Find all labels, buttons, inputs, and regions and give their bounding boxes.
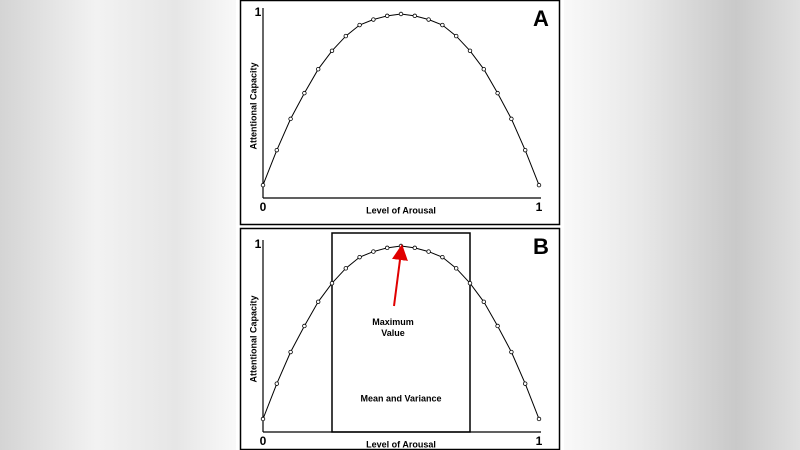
point [398, 243, 404, 249]
point [467, 281, 473, 286]
y-tick-label: 1 [255, 5, 262, 19]
x-tick-label: 0 [260, 434, 267, 448]
point [302, 323, 307, 329]
point [343, 33, 348, 39]
point [440, 254, 445, 260]
point [509, 116, 514, 122]
point [426, 249, 431, 254]
annotation-arrow [392, 244, 408, 307]
y-axis-label: Attentional Capacity [248, 62, 258, 149]
point [481, 66, 486, 72]
point [260, 416, 266, 422]
point [523, 147, 528, 153]
point [495, 90, 500, 96]
panel-label: A [533, 6, 549, 31]
x-tick-label: 1 [536, 200, 543, 214]
point [440, 22, 445, 28]
point [357, 254, 362, 260]
region-box [331, 232, 471, 433]
point [481, 299, 486, 304]
point [523, 381, 528, 386]
region-label: Mean and Variance [360, 393, 441, 403]
annotation-line: Maximum [372, 317, 414, 327]
panel-label: B [533, 234, 549, 259]
point [274, 147, 279, 153]
point [385, 245, 390, 251]
x-tick-label: 1 [536, 434, 543, 448]
point [288, 349, 293, 355]
point [454, 266, 459, 271]
point [316, 66, 321, 72]
point [316, 299, 321, 304]
point [274, 381, 279, 386]
point [357, 22, 362, 28]
point [385, 13, 390, 19]
point [412, 245, 417, 251]
point [343, 266, 348, 271]
point [371, 249, 376, 254]
point [454, 33, 459, 39]
point [536, 416, 542, 422]
point [329, 281, 335, 286]
x-tick-label: 0 [260, 200, 267, 214]
y-tick-label: 1 [255, 237, 262, 251]
point [412, 13, 417, 19]
point [495, 323, 500, 329]
point [288, 116, 293, 122]
annotation-line: Value [381, 328, 405, 338]
annotation-label: Maximum Value [372, 317, 414, 338]
point [302, 90, 307, 96]
point [398, 11, 404, 17]
point [260, 182, 266, 188]
point [329, 48, 335, 53]
point [426, 17, 431, 22]
y-axis-label: Attentional Capacity [248, 295, 258, 382]
point [536, 182, 542, 188]
x-axis-label: Level of Arousal [366, 439, 436, 449]
point [371, 17, 376, 22]
point [467, 48, 473, 53]
panel-frame [239, 0, 561, 226]
point [509, 349, 514, 355]
x-axis-label: Level of Arousal [366, 205, 436, 215]
